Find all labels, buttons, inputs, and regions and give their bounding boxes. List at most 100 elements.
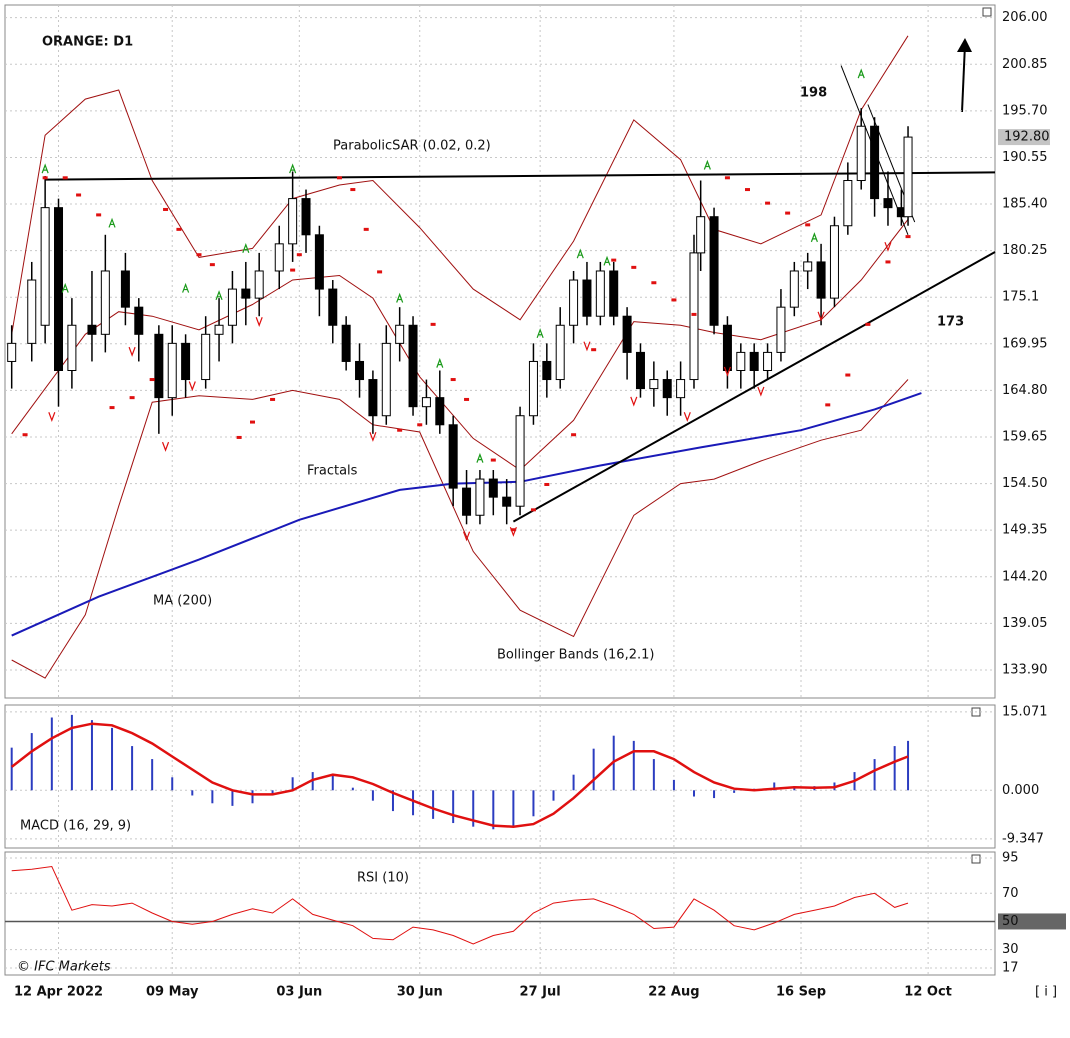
candle-body	[288, 198, 298, 245]
sar-dot	[745, 188, 750, 192]
candle-body	[227, 288, 237, 326]
candle-body	[609, 270, 619, 317]
fractal-up	[436, 357, 444, 368]
fractal-down	[630, 396, 638, 407]
fractal-down	[583, 341, 591, 352]
y-tick-label: 139.05	[1002, 616, 1048, 631]
trendline	[45, 171, 996, 181]
candle-body	[27, 279, 37, 344]
x-tick-label: 03 Jun	[276, 985, 322, 1000]
candle-body	[649, 379, 659, 390]
sar-dot	[651, 281, 657, 285]
sar-dot	[905, 235, 911, 239]
panel-icon[interactable]	[982, 7, 992, 17]
candle-body	[40, 207, 50, 326]
y-tick-label: 17	[1002, 960, 1019, 975]
sar-dot	[129, 396, 135, 400]
corner-label: [ i ]	[1035, 985, 1057, 1000]
candle-body	[883, 198, 893, 209]
sar-dot	[250, 420, 255, 424]
candle-body	[368, 379, 378, 417]
sar-dot	[209, 263, 215, 267]
candle-body	[488, 478, 498, 498]
sar-dot	[336, 176, 342, 180]
y-tick-label: 185.40	[1002, 197, 1048, 212]
fractal-down	[161, 441, 170, 452]
candle-body	[67, 324, 77, 371]
y-tick-label: 154.50	[1002, 476, 1048, 491]
sar-dot	[450, 378, 456, 382]
sar-dot	[363, 227, 369, 231]
candle-body	[421, 397, 431, 408]
candle-body	[341, 324, 351, 362]
candle-body	[87, 324, 97, 335]
x-tick-label: 27 Jul	[520, 985, 561, 1000]
candle-body	[569, 279, 579, 326]
candle-body	[709, 216, 719, 326]
sar-dot	[270, 397, 276, 401]
fractal-down	[817, 311, 825, 322]
candle-body	[167, 342, 177, 399]
price-panel	[4, 4, 996, 699]
y-tick-label: 0.000	[1002, 783, 1039, 798]
sar-dot	[62, 176, 68, 180]
trend-arrow	[961, 43, 966, 113]
sar-dot	[885, 260, 891, 264]
y-tick-label: 206.00	[1002, 10, 1048, 25]
fractal-down	[128, 346, 136, 357]
sar-dot	[490, 458, 496, 462]
chart-title: ORANGE: D1	[42, 35, 133, 50]
candle-body	[696, 216, 706, 254]
sar-dot	[631, 265, 637, 269]
y-tick-label: 144.20	[1002, 569, 1048, 584]
sar-dot	[163, 207, 169, 211]
fractal-up	[242, 243, 250, 253]
candle-body	[201, 333, 211, 381]
x-tick-label: 12 Oct	[904, 985, 952, 1000]
y-tick-label: 175.1	[1002, 290, 1039, 305]
fractal-up	[108, 217, 116, 228]
annotation: 198	[800, 86, 827, 101]
candle-body	[749, 351, 759, 371]
rsi-line	[11, 865, 909, 945]
candle-body	[408, 324, 418, 408]
sar-dot	[691, 312, 697, 316]
sar-dot	[510, 528, 516, 532]
credit: © IFC Markets	[17, 960, 111, 975]
sar-dot	[96, 213, 102, 217]
sar-dot	[825, 403, 831, 407]
sar-dot	[530, 508, 536, 512]
sar-dot	[785, 211, 791, 215]
sar-dot	[296, 253, 302, 257]
y-tick-label: 95	[1002, 851, 1019, 866]
panel-icon[interactable]	[971, 854, 981, 864]
candle-body	[736, 351, 746, 371]
sar-dot	[76, 193, 82, 197]
y-tick-label: 15.071	[1002, 704, 1048, 719]
fractal-down	[369, 431, 377, 442]
fractal-down	[462, 531, 471, 542]
reference-label-box	[998, 913, 1066, 930]
candle-body	[502, 496, 512, 507]
y-tick-label: 195.70	[1002, 103, 1048, 118]
y-tick-label: -9.347	[1002, 831, 1044, 846]
candle-body	[829, 225, 839, 299]
candle-body	[181, 342, 191, 381]
x-tick-label: 12 Apr 2022	[14, 985, 103, 1000]
sar-dot	[591, 348, 597, 352]
candle-body	[689, 252, 699, 381]
sar-dot	[724, 176, 730, 180]
sar-dot	[544, 482, 550, 486]
candle-body	[789, 270, 799, 308]
sar-dot	[464, 397, 470, 401]
fractal-down	[255, 317, 263, 327]
last-price-label: 192.80	[1004, 130, 1050, 145]
candle-body	[676, 379, 686, 399]
candle-body	[582, 279, 592, 317]
candle-body	[54, 207, 64, 371]
sar-dot	[611, 258, 617, 262]
candle-body	[435, 397, 445, 426]
bollinger-middle	[11, 219, 909, 471]
candle-body	[870, 125, 880, 200]
candle-body	[254, 270, 264, 299]
